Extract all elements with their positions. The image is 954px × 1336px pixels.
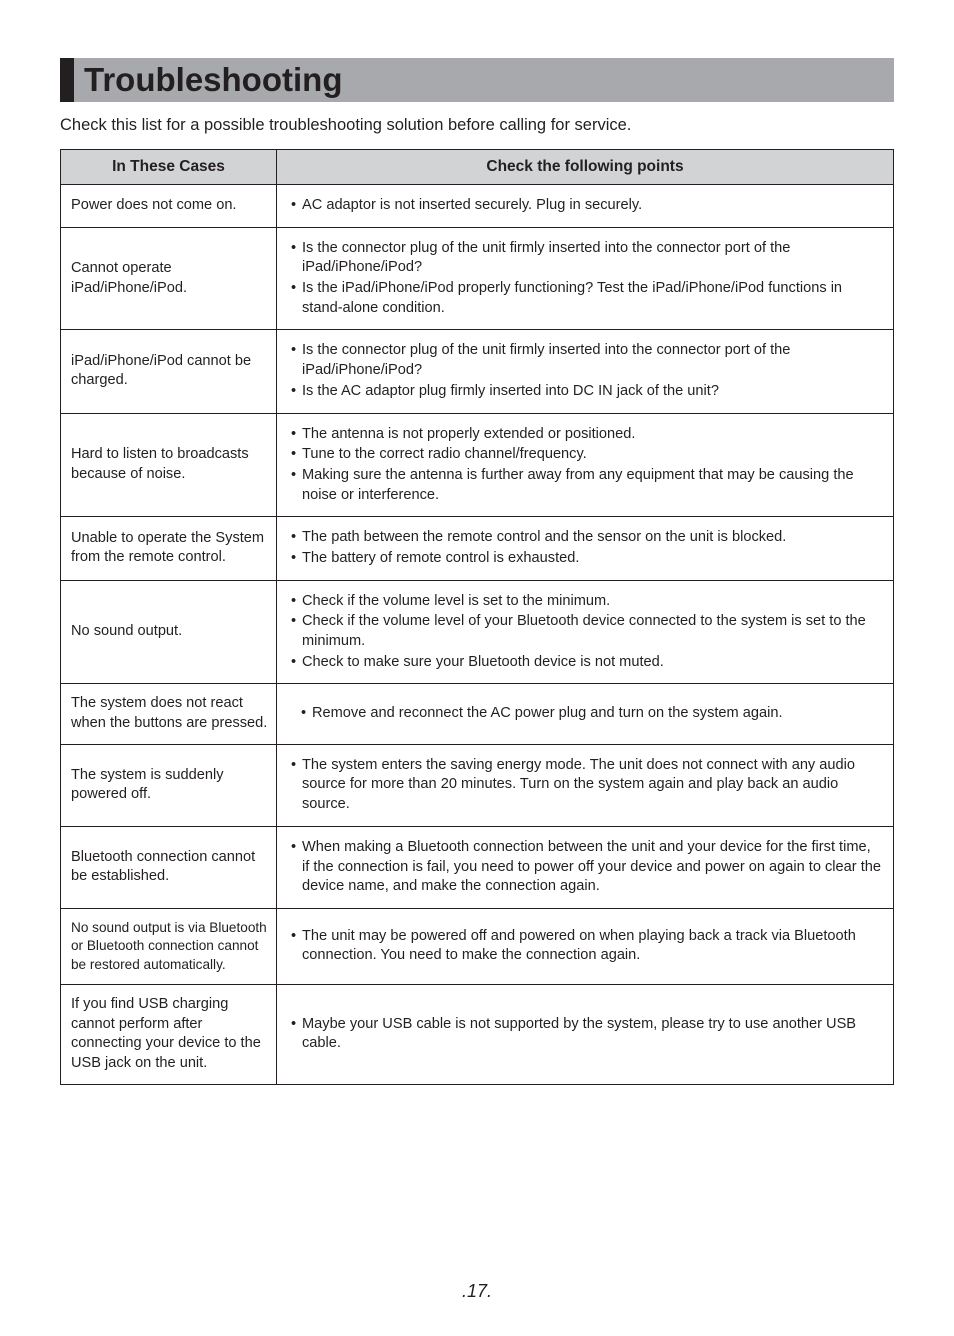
table-row: iPad/iPhone/iPod cannot be charged. Is th…	[61, 330, 894, 413]
point-item: Remove and reconnect the AC power plug a…	[289, 704, 881, 724]
points-cell: The system enters the saving energy mode…	[277, 744, 894, 826]
points-list: Is the connector plug of the unit firmly…	[289, 341, 881, 401]
table-row: The system is suddenly powered off.The s…	[61, 744, 894, 826]
title-accent-gray: Troubleshooting	[74, 58, 894, 102]
header-cases: In These Cases	[61, 150, 277, 185]
points-cell: The antenna is not properly extended or …	[277, 413, 894, 517]
point-item: Maybe your USB cable is not supported by…	[289, 1015, 881, 1054]
title-band: Troubleshooting	[60, 58, 894, 102]
point-item: AC adaptor is not inserted securely. Plu…	[289, 196, 881, 216]
points-list: The unit may be powered off and powered …	[289, 927, 881, 966]
table-row: No sound output is via Bluetooth or Blue…	[61, 908, 894, 984]
table-row: Unable to operate the System from the re…	[61, 517, 894, 580]
points-cell: Is the connector plug of the unit firmly…	[277, 330, 894, 413]
point-item: Is the AC adaptor plug firmly inserted i…	[289, 382, 881, 402]
case-cell: Bluetooth connection cannot be establish…	[61, 826, 277, 908]
point-item: Check to make sure your Bluetooth device…	[289, 653, 881, 673]
point-item: Tune to the correct radio channel/freque…	[289, 445, 881, 465]
points-list: Maybe your USB cable is not supported by…	[289, 1015, 881, 1054]
points-list: Remove and reconnect the AC power plug a…	[289, 704, 881, 724]
case-cell: No sound output is via Bluetooth or Blue…	[61, 908, 277, 984]
table-row: Cannot operate iPad/iPhone/iPod. Is the c…	[61, 227, 894, 330]
case-cell: If you find USB charging cannot perform …	[61, 984, 277, 1084]
page-title: Troubleshooting	[84, 61, 342, 99]
point-item: When making a Bluetooth connection betwe…	[289, 838, 881, 897]
case-cell: Cannot operate iPad/iPhone/iPod.	[61, 227, 277, 330]
points-list: Check if the volume level is set to the …	[289, 592, 881, 673]
table-row: No sound output. Check if the volume leve…	[61, 580, 894, 684]
points-list: AC adaptor is not inserted securely. Plu…	[289, 196, 881, 216]
point-item: The antenna is not properly extended or …	[289, 425, 881, 445]
point-item: Is the connector plug of the unit firmly…	[289, 341, 881, 380]
case-cell: No sound output.	[61, 580, 277, 684]
table-row: Hard to listen to broadcasts because of …	[61, 413, 894, 517]
table-row: Power does not come on. AC adaptor is not…	[61, 185, 894, 228]
points-list: The path between the remote control and …	[289, 528, 881, 568]
case-cell: The system does not react when the butto…	[61, 684, 277, 744]
points-cell: When making a Bluetooth connection betwe…	[277, 826, 894, 908]
points-list: When making a Bluetooth connection betwe…	[289, 838, 881, 897]
point-item: Is the connector plug of the unit firmly…	[289, 239, 881, 278]
page-number: .17.	[0, 1281, 954, 1302]
table-row: The system does not react when the butto…	[61, 684, 894, 744]
points-cell: Check if the volume level is set to the …	[277, 580, 894, 684]
points-cell: Remove and reconnect the AC power plug a…	[277, 684, 894, 744]
point-item: The path between the remote control and …	[289, 528, 881, 548]
point-item: Check if the volume level of your Blueto…	[289, 612, 881, 651]
points-cell: Maybe your USB cable is not supported by…	[277, 984, 894, 1084]
point-item: Making sure the antenna is further away …	[289, 466, 881, 505]
point-item: Check if the volume level is set to the …	[289, 592, 881, 612]
header-points: Check the following points	[277, 150, 894, 185]
case-cell: iPad/iPhone/iPod cannot be charged.	[61, 330, 277, 413]
table-row: If you find USB charging cannot perform …	[61, 984, 894, 1084]
points-list: The antenna is not properly extended or …	[289, 425, 881, 506]
point-item: The system enters the saving energy mode…	[289, 756, 881, 815]
intro-text: Check this list for a possible troublesh…	[60, 116, 894, 135]
points-list: Is the connector plug of the unit firmly…	[289, 239, 881, 319]
points-cell: Is the connector plug of the unit firmly…	[277, 227, 894, 330]
points-cell: The path between the remote control and …	[277, 517, 894, 580]
point-item: The battery of remote control is exhaust…	[289, 549, 881, 569]
case-cell: Power does not come on.	[61, 185, 277, 228]
point-item: The unit may be powered off and powered …	[289, 927, 881, 966]
troubleshooting-table: In These Cases Check the following point…	[60, 149, 894, 1085]
points-cell: The unit may be powered off and powered …	[277, 908, 894, 984]
point-item: Is the iPad/iPhone/iPod properly functio…	[289, 279, 881, 318]
table-body: Power does not come on. AC adaptor is not…	[61, 185, 894, 1085]
case-cell: The system is suddenly powered off.	[61, 744, 277, 826]
case-cell: Hard to listen to broadcasts because of …	[61, 413, 277, 517]
points-cell: AC adaptor is not inserted securely. Plu…	[277, 185, 894, 228]
title-accent-dark	[60, 58, 74, 102]
points-list: The system enters the saving energy mode…	[289, 756, 881, 815]
case-cell: Unable to operate the System from the re…	[61, 517, 277, 580]
table-row: Bluetooth connection cannot be establish…	[61, 826, 894, 908]
